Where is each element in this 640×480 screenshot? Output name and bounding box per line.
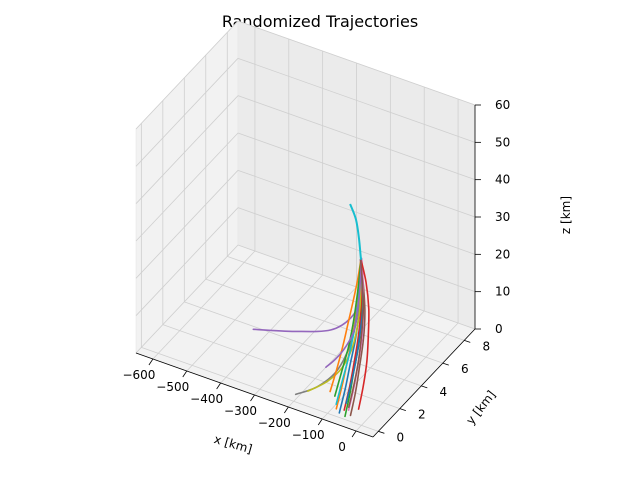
z-grid-line <box>237 169 476 255</box>
z-grid-line <box>135 207 239 316</box>
x-tick-label: −400 <box>190 392 223 406</box>
y-tick-mark <box>421 385 428 389</box>
z-tick-label: 0 <box>495 322 503 336</box>
z-grid-line <box>135 95 239 204</box>
x-tick-label: −600 <box>122 368 155 382</box>
x-tick-mark <box>148 358 154 366</box>
y-grid-line <box>184 301 422 387</box>
y-tick-label: 6 <box>461 362 469 376</box>
z-grid-line <box>135 132 239 242</box>
y-grid-line <box>162 324 400 409</box>
y-grid-line <box>205 278 443 364</box>
series-group <box>252 203 370 418</box>
z-tick-label: 30 <box>495 210 510 224</box>
z-tick-label: 40 <box>495 173 510 187</box>
y-tick-label: 0 <box>397 430 405 444</box>
grid-lines <box>135 20 476 432</box>
y-grid-line <box>141 346 379 432</box>
z-grid-line <box>135 20 239 130</box>
y-tick-label: 4 <box>439 385 447 399</box>
z-tick-label: 10 <box>495 285 510 299</box>
y-tick-mark <box>464 339 471 343</box>
x-tick-label: −100 <box>292 428 325 442</box>
x-tick-mark <box>284 406 289 414</box>
x-grid-line <box>288 298 391 408</box>
z-tick-label: 60 <box>495 98 510 112</box>
x-tick-mark <box>250 394 255 402</box>
y-tick-mark <box>378 430 385 434</box>
z-tick-label: 20 <box>495 247 510 261</box>
y-tick-mark <box>442 362 449 366</box>
z-grid-line <box>237 132 476 218</box>
trajectory-line-14 <box>357 258 370 410</box>
trajectory-common-start <box>349 203 362 260</box>
y-axis-line <box>372 328 476 438</box>
x-grid-line <box>321 310 425 420</box>
z-grid-line <box>135 170 239 279</box>
z-grid-line <box>237 207 476 293</box>
trajectory-line-15 <box>325 258 362 368</box>
y-grid-line <box>227 255 465 341</box>
trajectory-line-13 <box>334 258 362 397</box>
x-tick-label: −200 <box>258 416 291 430</box>
x-grid-line <box>254 286 357 396</box>
x-grid-line <box>355 322 459 432</box>
x-tick-label: 0 <box>338 440 346 454</box>
y-tick-mark <box>399 408 406 411</box>
x-grid-line <box>152 250 256 360</box>
z-grid-line <box>237 57 476 143</box>
y-tick-label: 8 <box>482 339 490 353</box>
x-axis-label: x [km] <box>212 432 253 456</box>
x-tick-mark <box>182 370 188 378</box>
x-tick-mark <box>216 382 221 390</box>
y-tick-label: 2 <box>418 408 426 422</box>
z-grid-line <box>135 58 239 167</box>
chart-title: Randomized Trajectories <box>222 12 418 31</box>
y-axis-label: y [km] <box>463 388 498 427</box>
z-tick-label: 50 <box>495 135 510 149</box>
x-grid-line <box>220 274 323 384</box>
z-grid-line <box>135 244 239 354</box>
axis-ticks: −600−500−400−300−200−1000024680102030405… <box>122 98 510 454</box>
x-tick-label: −500 <box>156 380 189 394</box>
x-tick-mark <box>351 430 357 438</box>
x-tick-label: −300 <box>224 404 257 418</box>
z-grid-line <box>237 95 476 181</box>
x-tick-mark <box>317 418 323 426</box>
x-grid-line <box>186 262 290 372</box>
z-grid-line <box>237 20 476 106</box>
z-axis-label: z [km] <box>559 196 573 234</box>
trajectory-line-12 <box>329 258 362 393</box>
trajectory-line-16 <box>348 258 365 408</box>
